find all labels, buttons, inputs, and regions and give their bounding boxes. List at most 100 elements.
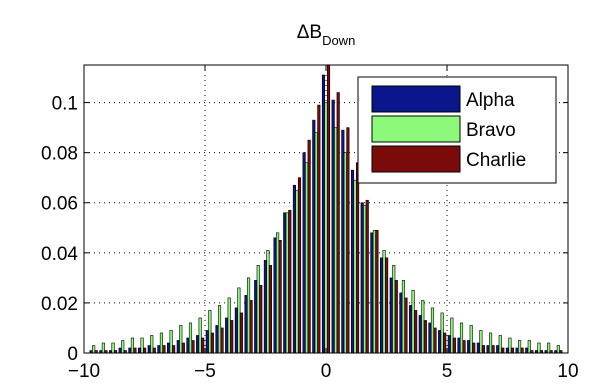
bar-bravo [227,297,231,354]
bar-charlie [472,342,476,354]
legend-label-bravo: Bravo [466,120,516,141]
bar-alpha [128,347,132,354]
bar-bravo [121,340,125,354]
x-tick-label: −10 [68,361,100,382]
bar-bravo [198,317,202,354]
bar-charlie [152,347,156,354]
bar-bravo [266,250,270,354]
bar-alpha [176,340,180,354]
bar-bravo [411,290,415,354]
bar-bravo [430,307,435,354]
bar-alpha [157,345,161,354]
bar-bravo [276,232,280,354]
bar-charlie [259,285,263,354]
y-tick-label: 0.06 [41,194,78,215]
bar-alpha [525,347,529,354]
bar-alpha [447,335,451,354]
bar-bravo [111,342,115,354]
bar-bravo [237,287,241,354]
bar-bravo [498,335,502,354]
bar-bravo [169,330,173,354]
legend-swatch-alpha [371,85,461,113]
bar-charlie [268,265,272,354]
x-tick-label: 0 [321,361,332,382]
bar-bravo [479,330,483,354]
bar-charlie [133,347,137,354]
bar-bravo [92,345,96,354]
bar-bravo [208,310,212,354]
bar-alpha [138,347,142,354]
bar-bravo [179,325,183,354]
bar-bravo [537,342,541,354]
bar-charlie [210,332,214,354]
bar-alpha [302,152,306,354]
bar-alpha [283,212,287,354]
y-tick-label: 0.02 [41,294,78,315]
bar-charlie [404,297,408,354]
bar-alpha [409,305,413,354]
bar-bravo [401,280,405,354]
bar-bravo [488,332,493,354]
y-tick-label: 0.08 [41,144,78,165]
bar-alpha [331,99,335,354]
legend-label-alpha: Alpha [466,90,515,111]
bar-alpha [399,292,403,354]
bar-alpha [147,345,151,354]
bar-charlie [143,347,147,354]
bar-bravo [130,337,134,354]
bar-charlie [239,312,243,354]
bar-charlie [201,337,205,354]
chart-title: ΔBDown [297,22,356,48]
bar-alpha [292,184,296,354]
bar-alpha [341,129,345,354]
bar-charlie [355,162,360,354]
bar-bravo [140,337,144,354]
bar-alpha [186,337,190,354]
bar-alpha [273,237,277,354]
bar-bravo [518,340,522,354]
bar-bravo [285,212,289,354]
bar-bravo [150,335,154,354]
bar-bravo [459,322,464,354]
bar-charlie [394,280,398,354]
bar-charlie [375,229,379,354]
bar-charlie [336,92,340,354]
bar-alpha [457,337,461,354]
bar-charlie [452,337,456,354]
bar-alpha [360,202,364,354]
bar-bravo [556,345,560,354]
bar-bravo [508,337,512,354]
bar-alpha [515,347,519,354]
bar-charlie [481,345,485,354]
bar-charlie [162,345,166,354]
bar-alpha [321,74,326,354]
bar-bravo [343,152,347,354]
y-tick-label: 0.1 [52,94,78,115]
ticks-group [83,65,569,354]
chart-title-subscript: Down [322,33,355,48]
bar-bravo [363,204,367,354]
x-tick-label: 10 [557,361,578,382]
bar-alpha [205,330,209,354]
bar-bravo [440,312,444,354]
bar-charlie [326,64,331,354]
bar-bravo [527,340,531,354]
bar-alpha [370,232,374,354]
chart-title-main: ΔB [297,22,322,43]
bar-charlie [423,320,427,354]
bar-charlie [191,340,195,354]
bar-bravo [324,102,328,354]
bar-charlie [307,139,311,354]
bar-charlie [220,327,224,354]
bar-alpha [486,345,490,354]
bar-bravo [392,265,396,354]
bar-bravo [421,300,425,354]
bar-alpha [244,295,248,354]
bar-alpha [476,342,480,354]
bar-charlie [491,345,495,354]
bar-charlie [443,332,447,354]
bar-charlie [230,320,234,354]
bar-alpha [167,342,171,354]
bar-charlie [414,310,418,354]
bar-bravo [547,342,551,354]
